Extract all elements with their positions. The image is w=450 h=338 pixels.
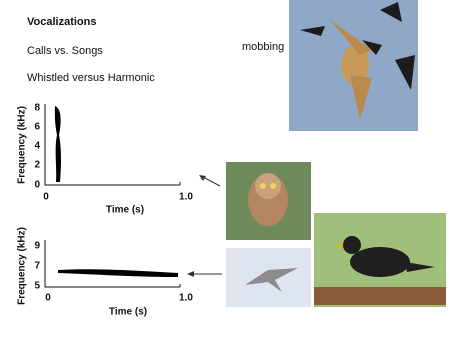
axes [44,240,181,288]
photo-blackbird [314,213,446,307]
y-tick-label: 7 [34,261,40,272]
y-tick-label: 2 [34,160,40,171]
annotation: mobbing [242,41,284,53]
x-tick-label: 1.0 [179,293,193,304]
x-tick-label: 0 [43,192,49,203]
call-trace [54,106,61,182]
arrows [187,175,222,277]
y-axis-label: Frequency (kHz) [17,227,28,305]
x-axis-label: Time (s) [106,205,144,216]
photo-mobbing [289,0,418,131]
photo-owl [226,162,311,240]
bullet-text: Calls vs. Songs [27,45,103,57]
y-tick-label: 6 [34,122,40,133]
y-tick-label: 4 [34,141,40,152]
axes [44,104,181,186]
x-tick-label: 1.0 [179,192,193,203]
y-tick-label: 9 [34,241,40,252]
y-tick-label: 0 [34,180,40,191]
spectrogram: Frequency (kHz) 9 7 5 0 1.0 Time (s) [17,227,194,318]
bullet-text: Whistled versus Harmonic [27,72,155,84]
y-tick-label: 8 [34,103,40,114]
whistle-trace [58,269,178,277]
slide-title: Vocalizations [27,16,96,28]
x-tick-label: 0 [45,293,51,304]
spectrogram: Frequency (kHz) 8 6 4 2 0 0 1.0 Time (s) [17,103,194,216]
photo-hawk [226,248,311,307]
y-tick-label: 5 [34,281,40,292]
x-axis-label: Time (s) [109,307,147,318]
y-axis-label: Frequency (kHz) [17,106,28,184]
